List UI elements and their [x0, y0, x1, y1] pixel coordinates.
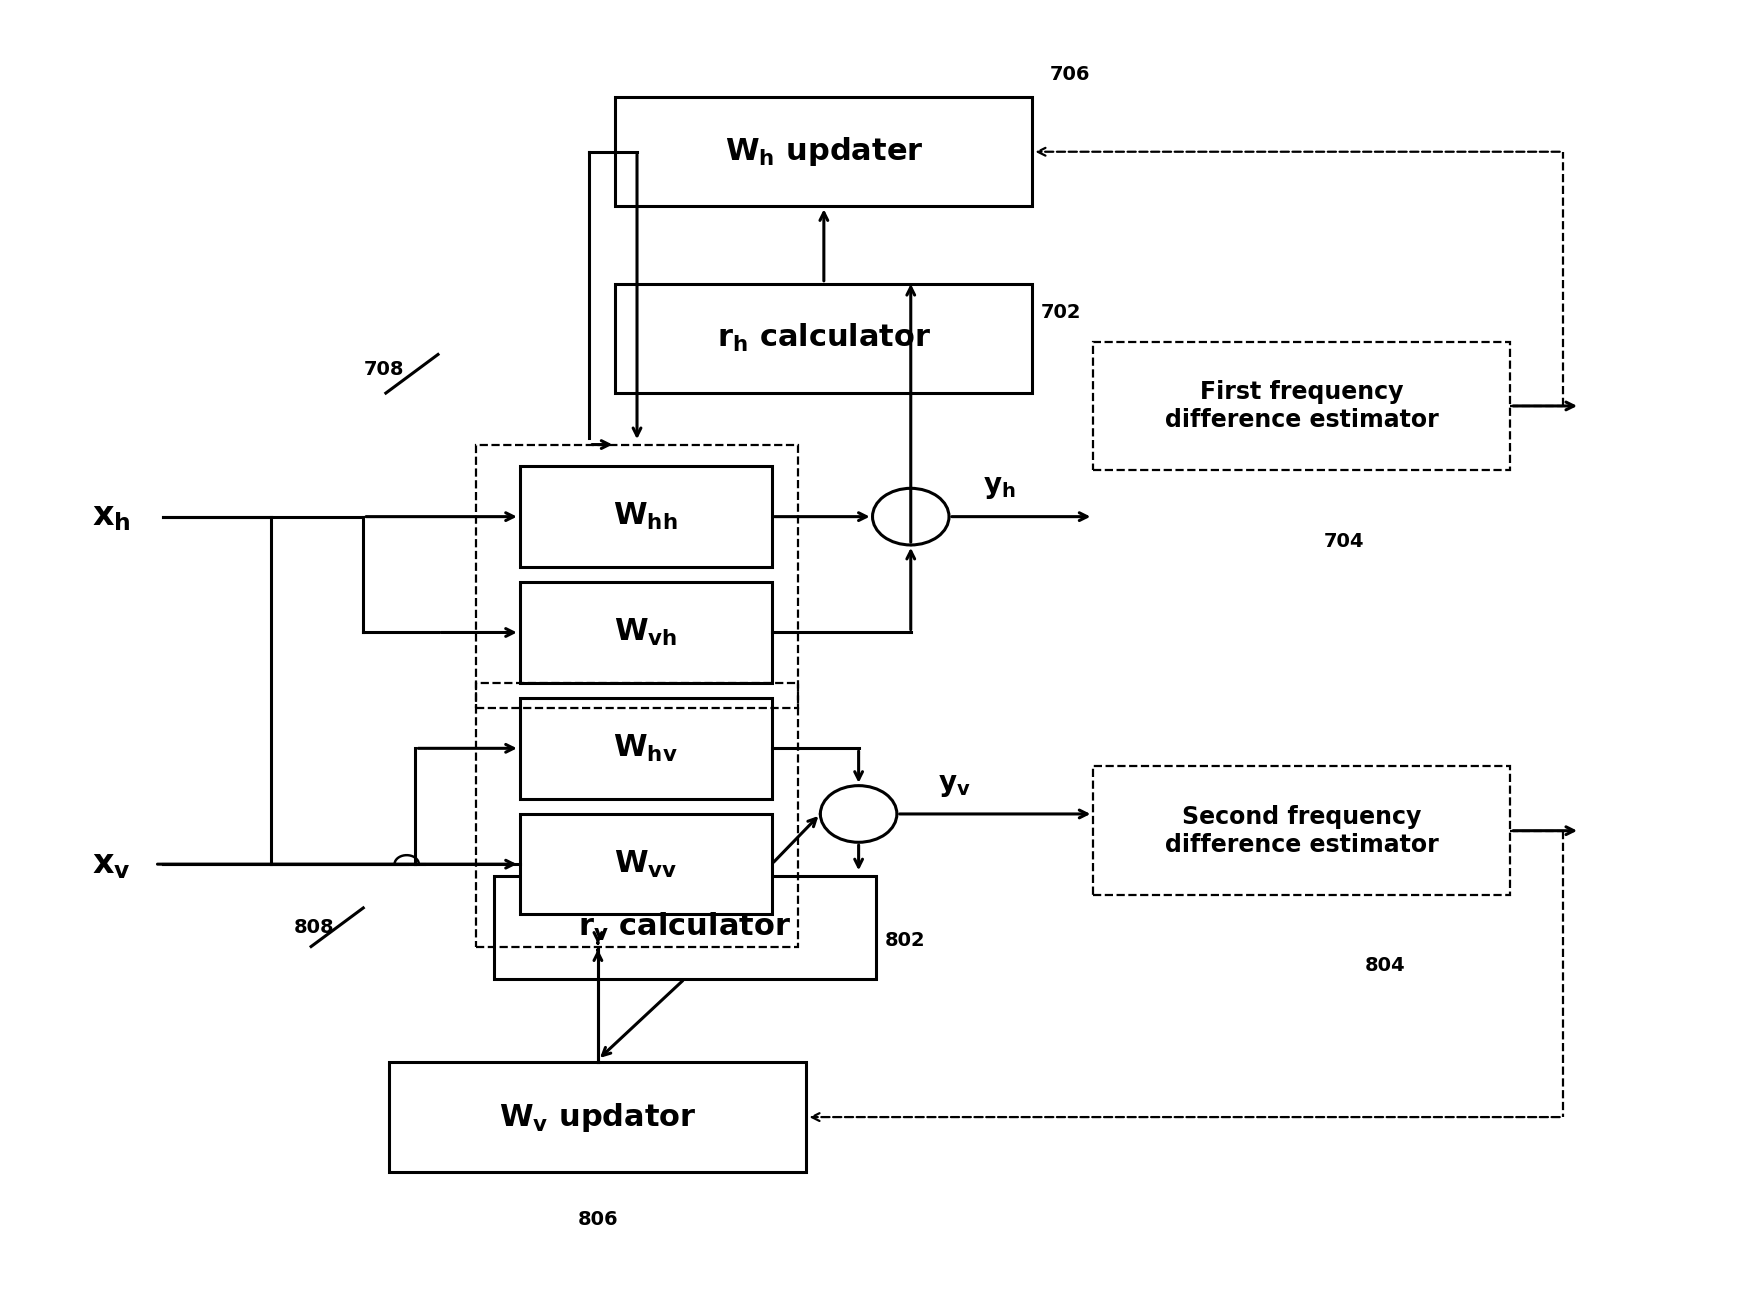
Text: $\mathbf{x_v}$: $\mathbf{x_v}$ — [91, 848, 131, 881]
FancyBboxPatch shape — [615, 98, 1032, 207]
Text: $\mathbf{y_v}$: $\mathbf{y_v}$ — [937, 770, 971, 799]
Text: First frequency
difference estimator: First frequency difference estimator — [1165, 380, 1438, 432]
Text: $\mathbf{W_{vh}}$: $\mathbf{W_{vh}}$ — [613, 617, 678, 648]
Circle shape — [820, 786, 897, 842]
FancyBboxPatch shape — [1093, 766, 1510, 895]
Text: 708: 708 — [363, 360, 403, 380]
Text: $\mathbf{r_h}$ calculator: $\mathbf{r_h}$ calculator — [717, 323, 930, 354]
Text: 706: 706 — [1049, 65, 1090, 85]
Text: $\mathbf{x_h}$: $\mathbf{x_h}$ — [91, 500, 131, 533]
Text: 806: 806 — [578, 1210, 618, 1229]
Text: $\mathbf{W_{vv}}$: $\mathbf{W_{vv}}$ — [613, 848, 678, 879]
Text: Second frequency
difference estimator: Second frequency difference estimator — [1165, 805, 1438, 856]
FancyBboxPatch shape — [520, 467, 771, 567]
FancyBboxPatch shape — [494, 876, 876, 978]
FancyBboxPatch shape — [1093, 342, 1510, 470]
Text: $\mathbf{W_v}$ updator: $\mathbf{W_v}$ updator — [499, 1101, 697, 1133]
FancyBboxPatch shape — [615, 284, 1032, 393]
Circle shape — [872, 488, 950, 545]
Text: 802: 802 — [885, 930, 925, 950]
Text: $\mathbf{W_{hh}}$: $\mathbf{W_{hh}}$ — [613, 501, 678, 532]
FancyBboxPatch shape — [520, 814, 771, 915]
Text: 804: 804 — [1365, 956, 1405, 976]
Text: $\mathbf{r_v}$ calculator: $\mathbf{r_v}$ calculator — [578, 911, 792, 943]
Text: 704: 704 — [1323, 532, 1363, 550]
Text: $\mathbf{y_h}$: $\mathbf{y_h}$ — [983, 474, 1016, 501]
Text: 702: 702 — [1041, 303, 1081, 323]
FancyBboxPatch shape — [389, 1063, 806, 1172]
Text: $\mathbf{W_h}$ updater: $\mathbf{W_h}$ updater — [725, 135, 923, 168]
FancyBboxPatch shape — [520, 699, 771, 799]
Text: $\mathbf{W_{hv}}$: $\mathbf{W_{hv}}$ — [613, 732, 678, 764]
Text: 808: 808 — [294, 917, 335, 937]
FancyBboxPatch shape — [520, 583, 771, 683]
